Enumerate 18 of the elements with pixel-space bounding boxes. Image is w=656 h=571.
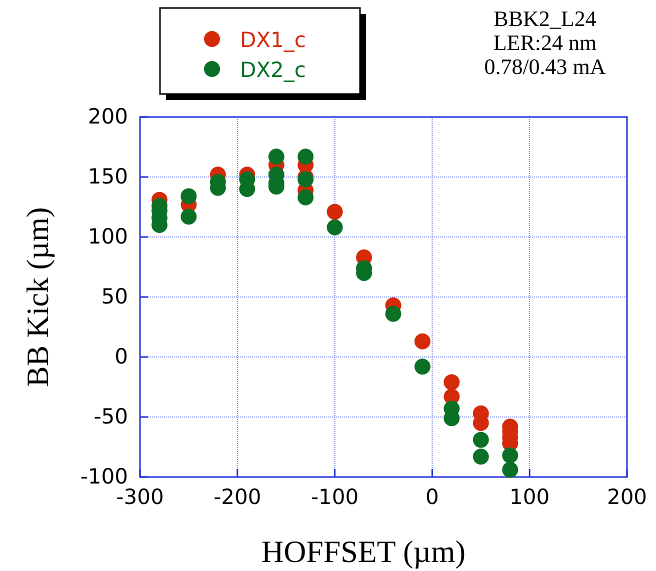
y-tick-label: 0 [114,344,128,369]
y-tick-label: -50 [94,404,128,429]
legend-label: DX1_c [240,28,306,52]
y-tick-label: 150 [88,164,128,189]
x-axis-title: HOFFSET (µm) [261,534,466,569]
legend-label: DX2_c [240,58,306,82]
y-tick-label: 50 [101,284,128,309]
x-tick-label: -200 [214,484,262,509]
text: LER:24 nm [493,30,597,55]
y-tick-label: 100 [88,224,128,249]
text: 0.78/0.43 mA [484,54,606,79]
text: BBK2_L24 [494,6,596,31]
x-tick-label: -100 [310,484,359,509]
x-tick-label: 0 [426,484,439,509]
y-axis-title: BB Kick (µm) [20,207,55,387]
x-tick-label: 100 [510,484,550,509]
y-tick-label: 200 [88,104,128,129]
x-tick-label: 200 [606,484,648,509]
